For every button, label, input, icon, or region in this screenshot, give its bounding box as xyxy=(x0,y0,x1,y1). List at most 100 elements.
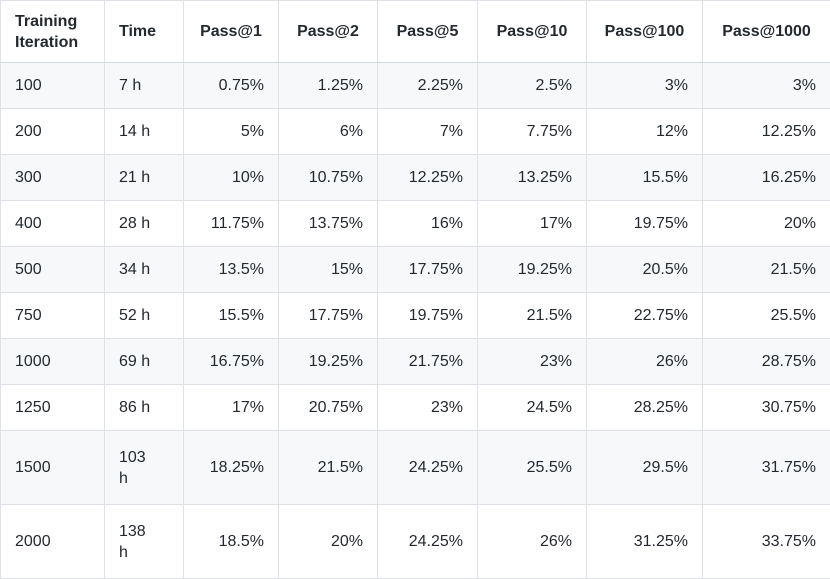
column-header-pass1: Pass@1 xyxy=(184,1,279,63)
cell-pass1000: 16.25% xyxy=(703,155,830,201)
cell-pass5: 12.25% xyxy=(378,155,478,201)
cell-iteration: 400 xyxy=(1,201,105,247)
cell-pass5: 24.25% xyxy=(378,431,478,505)
cell-pass100: 20.5% xyxy=(587,247,703,293)
cell-pass10: 17% xyxy=(478,201,587,247)
cell-pass10: 7.75% xyxy=(478,109,587,155)
cell-iteration: 200 xyxy=(1,109,105,155)
cell-pass1: 5% xyxy=(184,109,279,155)
cell-time: 28 h xyxy=(105,201,184,247)
cell-pass100: 3% xyxy=(587,63,703,109)
cell-pass1: 15.5% xyxy=(184,293,279,339)
cell-pass100: 26% xyxy=(587,339,703,385)
cell-pass1: 13.5% xyxy=(184,247,279,293)
cell-pass1: 11.75% xyxy=(184,201,279,247)
cell-pass100: 28.25% xyxy=(587,385,703,431)
cell-time: 14 h xyxy=(105,109,184,155)
cell-iteration: 1500 xyxy=(1,431,105,505)
cell-pass1: 16.75% xyxy=(184,339,279,385)
cell-pass100: 22.75% xyxy=(587,293,703,339)
cell-pass1000: 25.5% xyxy=(703,293,830,339)
cell-time: 86 h xyxy=(105,385,184,431)
cell-pass1: 18.25% xyxy=(184,431,279,505)
cell-pass1000: 28.75% xyxy=(703,339,830,385)
cell-iteration: 2000 xyxy=(1,505,105,579)
cell-pass10: 26% xyxy=(478,505,587,579)
cell-time: 21 h xyxy=(105,155,184,201)
cell-pass2: 21.5% xyxy=(279,431,378,505)
cell-pass2: 15% xyxy=(279,247,378,293)
cell-pass1000: 30.75% xyxy=(703,385,830,431)
cell-pass1000: 33.75% xyxy=(703,505,830,579)
cell-iteration: 1000 xyxy=(1,339,105,385)
cell-pass1000: 21.5% xyxy=(703,247,830,293)
column-header-iteration: Training Iteration xyxy=(1,1,105,63)
cell-pass2: 1.25% xyxy=(279,63,378,109)
cell-pass1000: 3% xyxy=(703,63,830,109)
cell-pass5: 24.25% xyxy=(378,505,478,579)
cell-pass2: 20.75% xyxy=(279,385,378,431)
column-header-pass5: Pass@5 xyxy=(378,1,478,63)
cell-pass5: 19.75% xyxy=(378,293,478,339)
cell-iteration: 1250 xyxy=(1,385,105,431)
cell-pass5: 21.75% xyxy=(378,339,478,385)
cell-time: 34 h xyxy=(105,247,184,293)
cell-iteration: 500 xyxy=(1,247,105,293)
cell-time: 69 h xyxy=(105,339,184,385)
cell-pass2: 19.25% xyxy=(279,339,378,385)
cell-pass5: 2.25% xyxy=(378,63,478,109)
cell-pass100: 15.5% xyxy=(587,155,703,201)
cell-pass2: 20% xyxy=(279,505,378,579)
cell-pass10: 21.5% xyxy=(478,293,587,339)
cell-time: 7 h xyxy=(105,63,184,109)
cell-pass1: 0.75% xyxy=(184,63,279,109)
cell-time: 138 h xyxy=(105,505,184,579)
cell-iteration: 300 xyxy=(1,155,105,201)
column-header-pass2: Pass@2 xyxy=(279,1,378,63)
column-header-pass10: Pass@10 xyxy=(478,1,587,63)
cell-pass1: 17% xyxy=(184,385,279,431)
column-header-pass1000: Pass@1000 xyxy=(703,1,830,63)
cell-pass5: 17.75% xyxy=(378,247,478,293)
cell-pass1000: 20% xyxy=(703,201,830,247)
cell-pass10: 24.5% xyxy=(478,385,587,431)
cell-pass1000: 12.25% xyxy=(703,109,830,155)
cell-pass100: 31.25% xyxy=(587,505,703,579)
cell-pass2: 17.75% xyxy=(279,293,378,339)
cell-pass5: 16% xyxy=(378,201,478,247)
column-header-pass100: Pass@100 xyxy=(587,1,703,63)
cell-pass100: 29.5% xyxy=(587,431,703,505)
cell-pass100: 12% xyxy=(587,109,703,155)
cell-time: 52 h xyxy=(105,293,184,339)
cell-pass10: 25.5% xyxy=(478,431,587,505)
cell-pass10: 13.25% xyxy=(478,155,587,201)
cell-pass100: 19.75% xyxy=(587,201,703,247)
cell-time: 103 h xyxy=(105,431,184,505)
column-header-time: Time xyxy=(105,1,184,63)
cell-pass1000: 31.75% xyxy=(703,431,830,505)
cell-pass5: 23% xyxy=(378,385,478,431)
cell-pass10: 23% xyxy=(478,339,587,385)
cell-iteration: 100 xyxy=(1,63,105,109)
cell-pass10: 19.25% xyxy=(478,247,587,293)
cell-pass5: 7% xyxy=(378,109,478,155)
cell-pass1: 18.5% xyxy=(184,505,279,579)
cell-pass10: 2.5% xyxy=(478,63,587,109)
cell-pass2: 10.75% xyxy=(279,155,378,201)
cell-iteration: 750 xyxy=(1,293,105,339)
cell-pass2: 13.75% xyxy=(279,201,378,247)
